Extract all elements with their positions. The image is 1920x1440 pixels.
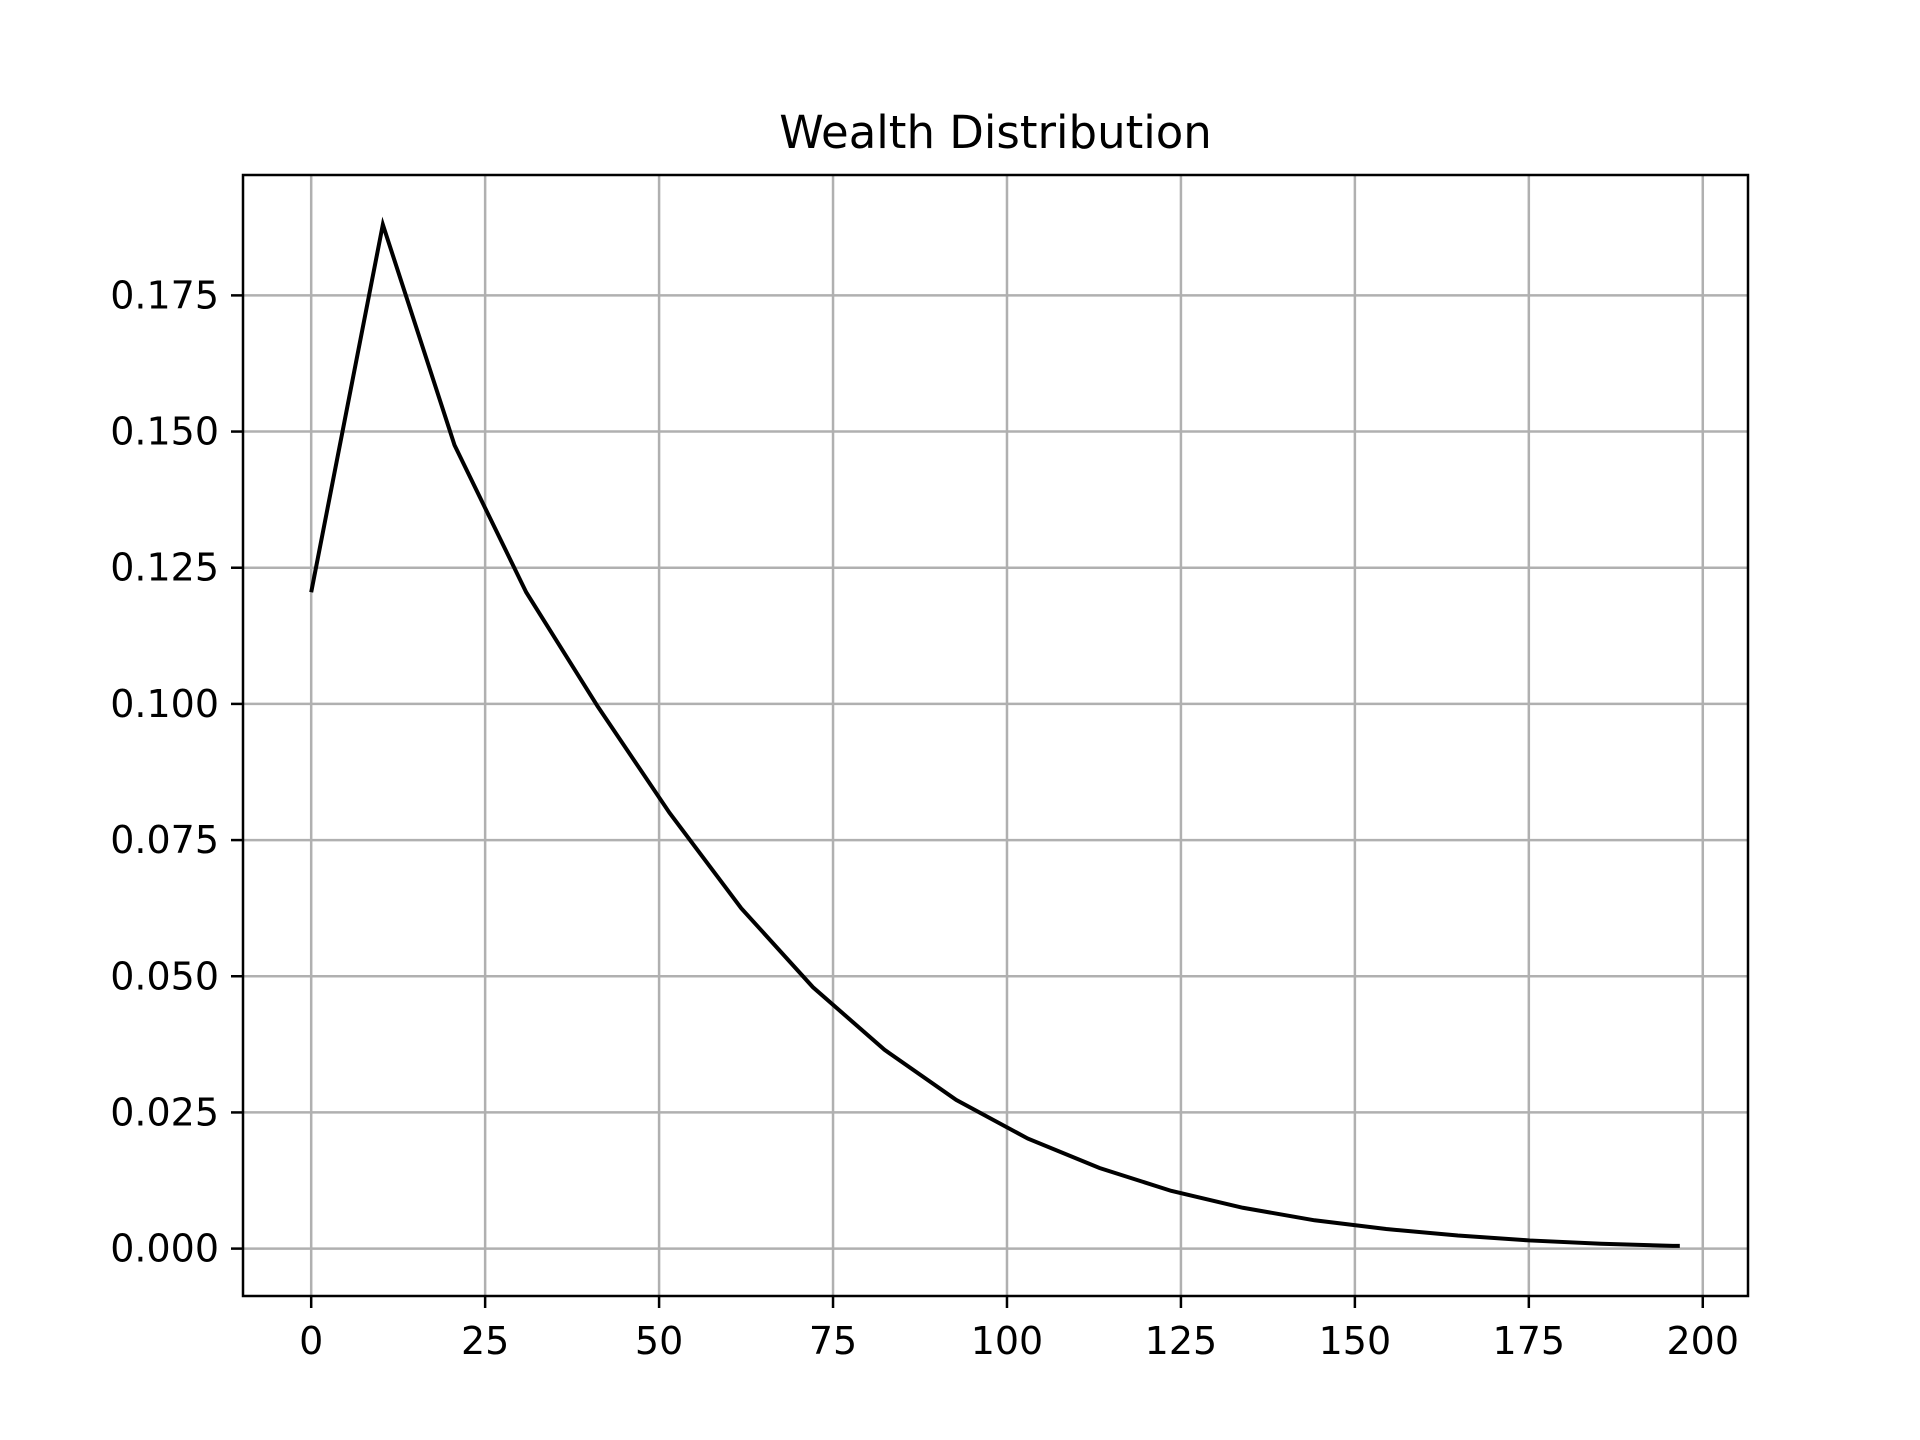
x-tick-label: 125	[1145, 1319, 1218, 1363]
series-layer	[309, 216, 1680, 1248]
y-tick-label: 0.075	[110, 818, 219, 862]
y-tick-label: 0.125	[110, 546, 219, 590]
y-tick-label: 0.150	[110, 410, 219, 454]
tick-layer	[231, 294, 1705, 1308]
x-tick-label: 150	[1319, 1319, 1392, 1363]
x-tick-label: 200	[1667, 1319, 1740, 1363]
x-tick-label: 0	[299, 1319, 323, 1363]
x-tick-label: 50	[635, 1319, 683, 1363]
y-tick-label: 0.000	[110, 1227, 219, 1271]
x-tick-label: 100	[971, 1319, 1044, 1363]
x-tick-label: 25	[461, 1319, 509, 1363]
y-tick-label: 0.025	[110, 1090, 219, 1134]
x-tick-label: 75	[809, 1319, 857, 1363]
x-tick-label: 175	[1493, 1319, 1566, 1363]
plot-area-frame	[241, 173, 1750, 1298]
y-tick-label: 0.050	[110, 954, 219, 998]
chart-title: Wealth Distribution	[779, 106, 1212, 159]
series-line	[309, 216, 1680, 1248]
y-tick-label: 0.100	[110, 682, 219, 726]
tick-label-layer: 0 25 50 75 100 125 150 175 200 0.000 0.025 0.050 0.0…	[110, 273, 1739, 1363]
y-tick-label: 0.175	[110, 273, 219, 317]
grid-layer	[243, 175, 1748, 1296]
